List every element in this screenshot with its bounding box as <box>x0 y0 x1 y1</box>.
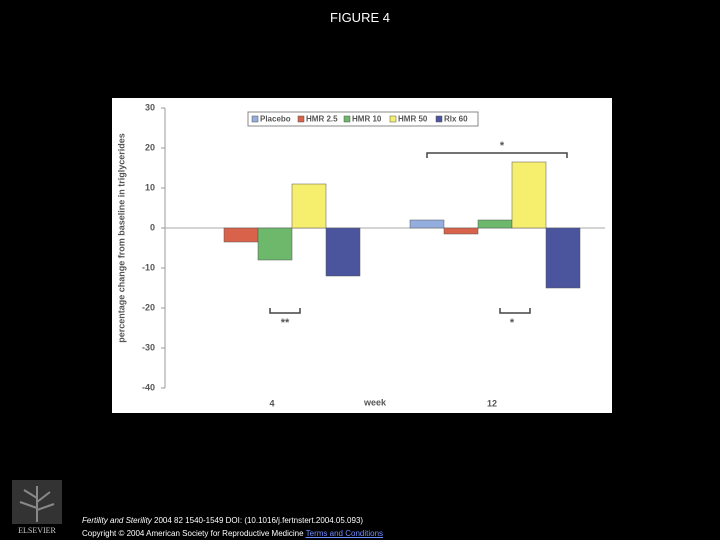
chart: percentage change from baseline in trigl… <box>112 98 612 413</box>
bar <box>325 227 361 277</box>
legend-swatch <box>297 115 305 123</box>
bar <box>477 219 513 229</box>
bar <box>257 227 293 261</box>
bar <box>545 227 581 289</box>
journal-name: Fertility and Sterility <box>82 516 152 525</box>
significance-bracket <box>269 308 301 314</box>
y-tick-label: -40 <box>142 382 155 392</box>
x-axis-label: week <box>363 397 387 407</box>
legend-box <box>247 111 479 127</box>
bar <box>443 227 479 235</box>
bar <box>511 161 547 229</box>
copyright-line: Copyright © 2004 American Society for Re… <box>82 529 383 538</box>
y-tick-label: 30 <box>145 102 155 112</box>
significance-bracket <box>499 308 531 314</box>
terms-link[interactable]: Terms and Conditions <box>305 529 384 538</box>
significance-label: ** <box>281 317 290 329</box>
legend-label: Placebo <box>260 115 291 124</box>
legend-label: HMR 2.5 <box>306 115 338 124</box>
chart-background <box>112 98 612 413</box>
publisher-logo: ELSEVIER <box>12 480 62 535</box>
y-tick-label: 10 <box>145 182 155 192</box>
legend-swatch <box>251 115 259 123</box>
bar <box>223 227 259 243</box>
legend-swatch <box>435 115 443 123</box>
y-axis-label: percentage change from baseline in trigl… <box>116 133 126 343</box>
legend-swatch <box>343 115 351 123</box>
y-tick-label: -10 <box>142 262 155 272</box>
legend-swatch <box>389 115 397 123</box>
bar <box>409 219 445 229</box>
x-tick-label: 4 <box>269 398 274 408</box>
logo-text: ELSEVIER <box>18 526 56 535</box>
y-tick-label: -30 <box>142 342 155 352</box>
y-tick-label: -20 <box>142 302 155 312</box>
y-tick-label: 20 <box>145 142 155 152</box>
logo-branches <box>19 486 55 522</box>
y-tick-label: 0 <box>150 222 155 232</box>
citation: 2004 82 1540-1549 DOI: (10.1016/j.fertns… <box>154 516 364 525</box>
legend-label: Rlx 60 <box>444 115 468 124</box>
x-tick-label: 12 <box>487 398 497 408</box>
significance-bracket <box>426 152 568 158</box>
legend-label: HMR 10 <box>352 115 382 124</box>
citation-line: Fertility and Sterility 2004 82 1540-154… <box>82 516 363 525</box>
significance-label: * <box>500 140 505 152</box>
bar <box>291 183 327 229</box>
legend-label: HMR 50 <box>398 115 428 124</box>
copyright: Copyright © 2004 American Society for Re… <box>82 529 304 538</box>
slide-title: FIGURE 4 <box>330 10 390 25</box>
significance-label: * <box>510 317 515 329</box>
